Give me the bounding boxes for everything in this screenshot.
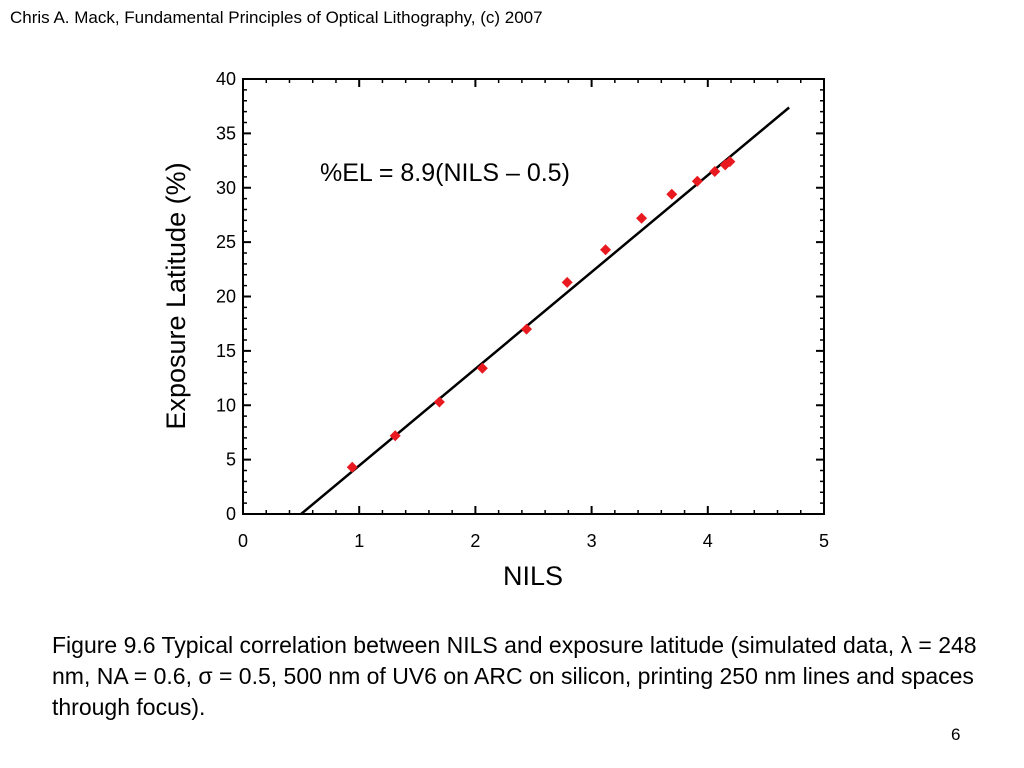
data-point bbox=[561, 276, 573, 288]
data-point bbox=[724, 156, 736, 168]
y-tick-label: 5 bbox=[226, 450, 236, 470]
y-tick-label: 30 bbox=[216, 178, 236, 198]
fit-line-layer bbox=[300, 106, 790, 515]
y-tick-label: 35 bbox=[216, 123, 236, 143]
x-tick-label: 2 bbox=[470, 531, 480, 551]
plot-frame bbox=[242, 78, 825, 515]
x-axis: 0 1 2 3 4 5 bbox=[238, 79, 829, 551]
x-tick-label: 4 bbox=[703, 531, 713, 551]
y-tick-label: 40 bbox=[216, 69, 236, 89]
equation-annotation: %EL = 8.9(NILS – 0.5) bbox=[320, 159, 570, 187]
page-number: 6 bbox=[951, 725, 961, 744]
y-tick-label: 25 bbox=[216, 232, 236, 252]
y-tick-label: 10 bbox=[216, 395, 236, 415]
plot-area bbox=[242, 78, 825, 515]
data-point bbox=[600, 244, 612, 256]
data-point bbox=[346, 461, 358, 473]
data-point bbox=[476, 362, 488, 374]
x-tick-label: 5 bbox=[819, 531, 829, 551]
page-header: Chris A. Mack, Fundamental Principles of… bbox=[10, 8, 543, 27]
x-tick-label: 3 bbox=[587, 531, 597, 551]
data-point bbox=[433, 396, 445, 408]
y-tick-label: 15 bbox=[216, 341, 236, 361]
data-point bbox=[521, 323, 533, 335]
data-point bbox=[709, 165, 721, 177]
data-point bbox=[691, 175, 703, 187]
fit-line bbox=[300, 106, 790, 515]
data-points bbox=[346, 156, 736, 473]
x-axis-title: NILS bbox=[503, 561, 563, 591]
x-tick-label: 0 bbox=[238, 531, 248, 551]
data-point bbox=[389, 430, 401, 442]
data-point bbox=[666, 188, 678, 200]
data-point bbox=[636, 212, 648, 224]
y-tick-label: 20 bbox=[216, 287, 236, 307]
y-tick-label: 0 bbox=[226, 504, 236, 524]
y-axis-title: Exposure Latitude (%) bbox=[161, 162, 191, 429]
y-axis: 0 5 10 15 20 25 30 35 40 bbox=[216, 69, 824, 524]
figure-caption: Figure 9.6 Typical correlation between N… bbox=[52, 632, 977, 720]
x-tick-label: 1 bbox=[354, 531, 364, 551]
